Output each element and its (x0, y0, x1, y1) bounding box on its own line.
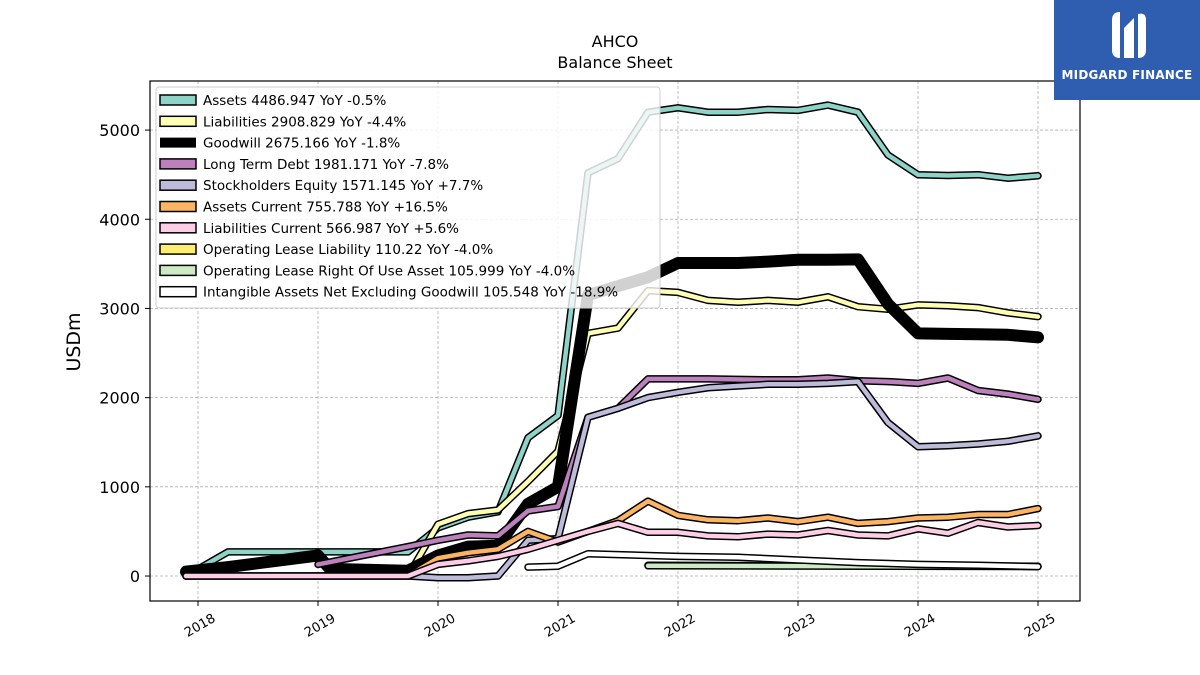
legend-swatch (159, 115, 197, 128)
y-tick-label: 0 (130, 567, 140, 586)
legend-entry: Operating Lease Liability 110.22 YoY -4.… (159, 242, 493, 258)
x-tick-label: 2018 (182, 611, 218, 641)
legend-swatch (159, 285, 197, 298)
legend-entry: Stockholders Equity 1571.145 YoY +7.7% (159, 178, 483, 194)
legend-label: Long Term Debt 1981.171 YoY -7.8% (203, 157, 449, 173)
legend-entry: Liabilities Current 566.987 YoY +5.6% (159, 221, 459, 237)
y-axis-label: USDm (63, 312, 85, 371)
x-tick-label: 2024 (902, 611, 938, 641)
legend-label: Liabilities Current 566.987 YoY +5.6% (203, 221, 459, 237)
legend-label: Intangible Assets Net Excluding Goodwill… (203, 285, 618, 301)
series-line (180, 253, 1044, 578)
series-line (182, 518, 1042, 580)
series-layer (180, 101, 1044, 582)
legend-label: Goodwill 2675.166 YoY -1.8% (203, 136, 400, 152)
legend: Assets 4486.947 YoY -0.5% Liabilities 290… (155, 86, 661, 309)
series-line (524, 549, 1042, 571)
legend-swatch (159, 222, 197, 234)
legend-swatch (159, 200, 197, 213)
x-tick-label: 2023 (782, 611, 818, 641)
legend-label: Stockholders Equity 1571.145 YoY +7.7% (203, 178, 483, 194)
legend-swatch (159, 264, 197, 277)
legend-label: Assets Current 755.788 YoY +16.5% (203, 200, 448, 216)
legend-entry: Assets Current 755.788 YoY +16.5% (159, 200, 448, 216)
x-tick-label: 2021 (542, 611, 578, 641)
brand-logo: MIDGARD FINANCE (1054, 0, 1200, 100)
y-tick-label: 3000 (99, 299, 140, 318)
legend-entry: Operating Lease Right Of Use Asset 105.9… (159, 263, 575, 279)
legend-entry: Intangible Assets Net Excluding Goodwill… (159, 285, 618, 301)
legend-entry: Liabilities 2908.829 YoY -4.4% (159, 114, 406, 130)
legend-label: Operating Lease Right Of Use Asset 105.9… (203, 263, 575, 279)
x-tick-label: 2020 (422, 611, 458, 641)
x-tick-label: 2019 (302, 611, 338, 641)
brand-mark-icon (1112, 12, 1146, 59)
x-tick-label: 2022 (662, 611, 698, 641)
y-tick-label: 1000 (99, 478, 140, 497)
series-line (314, 374, 1042, 569)
series-line (182, 286, 1042, 580)
y-tick-label: 4000 (99, 210, 140, 229)
x-tick-label: 2025 (1022, 611, 1058, 641)
legend-box (155, 86, 661, 309)
legend-entry: Assets 4486.947 YoY -0.5% (159, 93, 387, 109)
chart-subtitle: Balance Sheet (557, 53, 672, 72)
legend-entry: Long Term Debt 1981.171 YoY -7.8% (159, 157, 449, 173)
legend-swatch (159, 158, 197, 170)
y-tick-label: 2000 (99, 389, 140, 408)
legend-swatch (159, 94, 197, 106)
brand-name: MIDGARD FINANCE (1061, 68, 1193, 82)
chart-title: AHCO (592, 32, 639, 51)
plot-frame (149, 80, 1081, 602)
series-line (182, 377, 1042, 582)
legend-swatch (159, 243, 197, 255)
legend-label: Operating Lease Liability 110.22 YoY -4.… (203, 242, 493, 258)
legend-label: Liabilities 2908.829 YoY -4.4% (203, 114, 406, 130)
y-tick-label: 5000 (99, 121, 140, 140)
legend-label: Assets 4486.947 YoY -0.5% (203, 93, 387, 109)
series-line (404, 497, 1042, 580)
legend-swatch (159, 179, 197, 191)
legend-entry: Goodwill 2675.166 YoY -1.8% (160, 136, 400, 152)
